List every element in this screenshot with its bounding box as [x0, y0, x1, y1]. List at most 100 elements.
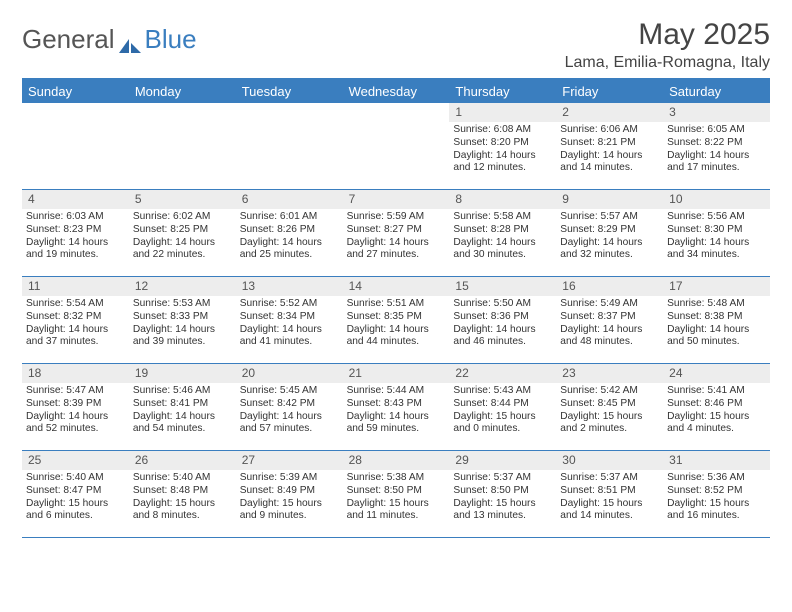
sunset-text: Sunset: 8:29 PM	[560, 224, 659, 237]
daylight-text: and 4 minutes.	[667, 423, 766, 436]
logo-text-1: General	[22, 24, 115, 55]
week-row: 4Sunrise: 6:03 AMSunset: 8:23 PMDaylight…	[22, 190, 770, 277]
sunset-text: Sunset: 8:21 PM	[560, 137, 659, 150]
sunrise-text: Sunrise: 5:52 AM	[240, 298, 339, 311]
sunrise-text: Sunrise: 5:37 AM	[453, 472, 552, 485]
sunrise-text: Sunrise: 5:51 AM	[347, 298, 446, 311]
weeks-container: 1Sunrise: 6:08 AMSunset: 8:20 PMDaylight…	[22, 103, 770, 538]
daylight-text: and 11 minutes.	[347, 510, 446, 523]
sunrise-text: Sunrise: 6:05 AM	[667, 124, 766, 137]
daylight-text: Daylight: 15 hours	[667, 498, 766, 511]
daylight-text: Daylight: 14 hours	[133, 411, 232, 424]
daylight-text: and 37 minutes.	[26, 336, 125, 349]
daylight-text: and 44 minutes.	[347, 336, 446, 349]
sunrise-text: Sunrise: 5:47 AM	[26, 385, 125, 398]
sunrise-text: Sunrise: 5:53 AM	[133, 298, 232, 311]
sunset-text: Sunset: 8:48 PM	[133, 485, 232, 498]
day-number: 17	[663, 277, 770, 296]
daylight-text: Daylight: 14 hours	[667, 237, 766, 250]
sunset-text: Sunset: 8:41 PM	[133, 398, 232, 411]
sunrise-text: Sunrise: 6:08 AM	[453, 124, 552, 137]
daylight-text: Daylight: 15 hours	[347, 498, 446, 511]
week-row: 25Sunrise: 5:40 AMSunset: 8:47 PMDayligh…	[22, 451, 770, 538]
sunset-text: Sunset: 8:49 PM	[240, 485, 339, 498]
daylight-text: Daylight: 15 hours	[133, 498, 232, 511]
sunset-text: Sunset: 8:50 PM	[347, 485, 446, 498]
day-header: Saturday	[663, 80, 770, 103]
day-cell: 31Sunrise: 5:36 AMSunset: 8:52 PMDayligh…	[663, 451, 770, 537]
day-number: 28	[343, 451, 450, 470]
day-cell: 10Sunrise: 5:56 AMSunset: 8:30 PMDayligh…	[663, 190, 770, 276]
daylight-text: and 46 minutes.	[453, 336, 552, 349]
daylight-text: Daylight: 15 hours	[453, 411, 552, 424]
sunset-text: Sunset: 8:43 PM	[347, 398, 446, 411]
sunrise-text: Sunrise: 5:40 AM	[133, 472, 232, 485]
header: General Blue May 2025 Lama, Emilia-Romag…	[22, 18, 770, 72]
daylight-text: and 0 minutes.	[453, 423, 552, 436]
daylight-text: and 19 minutes.	[26, 249, 125, 262]
sunrise-text: Sunrise: 5:38 AM	[347, 472, 446, 485]
sunrise-text: Sunrise: 5:54 AM	[26, 298, 125, 311]
sunset-text: Sunset: 8:39 PM	[26, 398, 125, 411]
daylight-text: and 17 minutes.	[667, 162, 766, 175]
daylight-text: Daylight: 14 hours	[240, 324, 339, 337]
title-block: May 2025 Lama, Emilia-Romagna, Italy	[565, 18, 770, 72]
daylight-text: and 30 minutes.	[453, 249, 552, 262]
daylight-text: and 6 minutes.	[26, 510, 125, 523]
day-cell	[343, 103, 450, 189]
day-number: 18	[22, 364, 129, 383]
day-number: 20	[236, 364, 343, 383]
daylight-text: Daylight: 14 hours	[347, 324, 446, 337]
sunset-text: Sunset: 8:34 PM	[240, 311, 339, 324]
day-cell: 26Sunrise: 5:40 AMSunset: 8:48 PMDayligh…	[129, 451, 236, 537]
day-number: 21	[343, 364, 450, 383]
day-header: Wednesday	[343, 80, 450, 103]
sunrise-text: Sunrise: 6:03 AM	[26, 211, 125, 224]
day-number: 15	[449, 277, 556, 296]
calendar: Sunday Monday Tuesday Wednesday Thursday…	[22, 78, 770, 538]
sunrise-text: Sunrise: 5:36 AM	[667, 472, 766, 485]
sunset-text: Sunset: 8:26 PM	[240, 224, 339, 237]
sunrise-text: Sunrise: 5:58 AM	[453, 211, 552, 224]
daylight-text: Daylight: 15 hours	[560, 411, 659, 424]
day-number: 14	[343, 277, 450, 296]
logo-sails-icon	[117, 31, 143, 49]
sunrise-text: Sunrise: 5:49 AM	[560, 298, 659, 311]
week-row: 18 Sunrise: 5:47 AMSunset: 8:39 PM Dayligh…	[22, 364, 770, 451]
daylight-text: Daylight: 15 hours	[26, 498, 125, 511]
day-cell: 18Sunrise: 5:47 AMSunset: 8:39 PMDayligh…	[22, 364, 129, 450]
month-title: May 2025	[565, 18, 770, 52]
daylight-text: and 2 minutes.	[560, 423, 659, 436]
day-cell: 21Sunrise: 5:44 AMSunset: 8:43 PMDayligh…	[343, 364, 450, 450]
daylight-text: and 13 minutes.	[453, 510, 552, 523]
sunset-text: Sunset: 8:27 PM	[347, 224, 446, 237]
day-number: 27	[236, 451, 343, 470]
sunrise-text: Sunrise: 6:01 AM	[240, 211, 339, 224]
day-header: Friday	[556, 80, 663, 103]
day-number: 3	[663, 103, 770, 122]
day-cell: 9Sunrise: 5:57 AMSunset: 8:29 PMDaylight…	[556, 190, 663, 276]
sunset-text: Sunset: 8:28 PM	[453, 224, 552, 237]
day-header: Sunday	[22, 80, 129, 103]
sunrise-text: Sunrise: 5:39 AM	[240, 472, 339, 485]
day-number: 5	[129, 190, 236, 209]
sunset-text: Sunset: 8:36 PM	[453, 311, 552, 324]
daylight-text: Daylight: 14 hours	[667, 150, 766, 163]
day-cell: 24Sunrise: 5:41 AMSunset: 8:46 PMDayligh…	[663, 364, 770, 450]
daylight-text: Daylight: 14 hours	[133, 237, 232, 250]
daylight-text: and 16 minutes.	[667, 510, 766, 523]
daylight-text: Daylight: 14 hours	[453, 150, 552, 163]
daylight-text: Daylight: 14 hours	[560, 237, 659, 250]
sunrise-text: Sunrise: 5:56 AM	[667, 211, 766, 224]
day-cell: 15Sunrise: 5:50 AMSunset: 8:36 PMDayligh…	[449, 277, 556, 363]
day-cell: 12Sunrise: 5:53 AMSunset: 8:33 PMDayligh…	[129, 277, 236, 363]
daylight-text: Daylight: 15 hours	[453, 498, 552, 511]
day-number: 16	[556, 277, 663, 296]
day-cell: 3Sunrise: 6:05 AMSunset: 8:22 PMDaylight…	[663, 103, 770, 189]
day-cell: 5Sunrise: 6:02 AMSunset: 8:25 PMDaylight…	[129, 190, 236, 276]
day-header-row: Sunday Monday Tuesday Wednesday Thursday…	[22, 80, 770, 103]
daylight-text: Daylight: 14 hours	[347, 237, 446, 250]
daylight-text: and 52 minutes.	[26, 423, 125, 436]
sunrise-text: Sunrise: 5:46 AM	[133, 385, 232, 398]
day-cell: 14Sunrise: 5:51 AMSunset: 8:35 PMDayligh…	[343, 277, 450, 363]
